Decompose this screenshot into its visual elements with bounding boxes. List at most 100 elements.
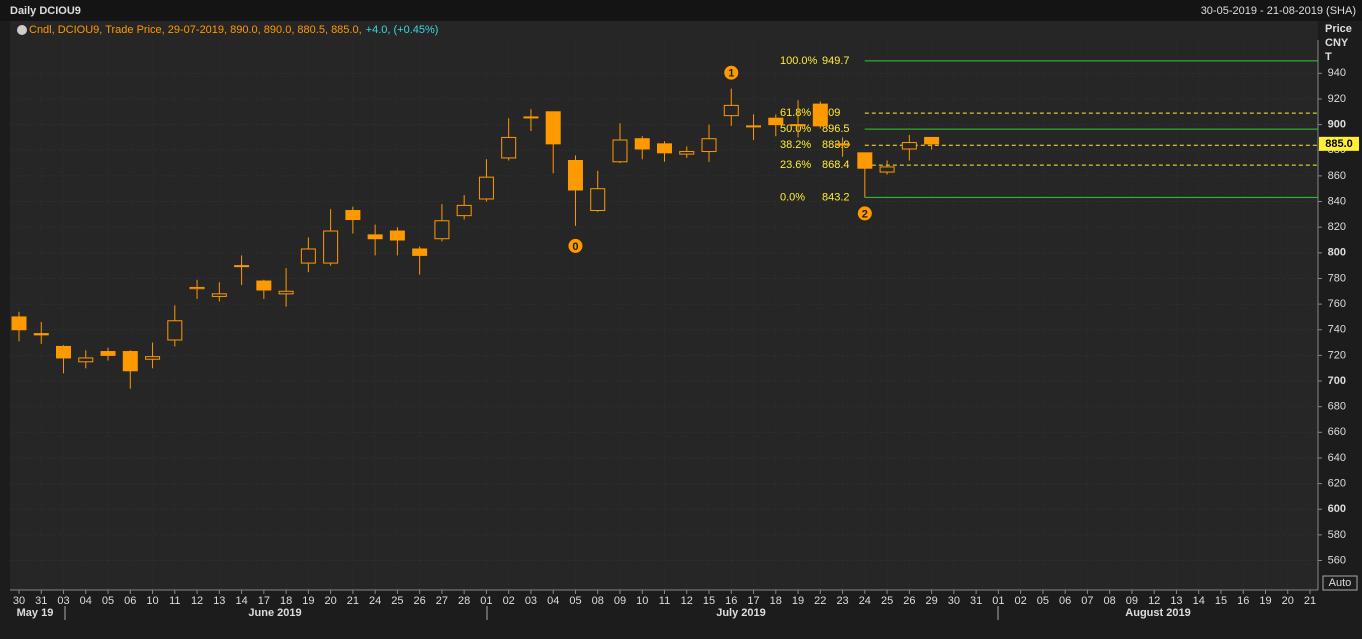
y-tick-label: 920 (1328, 93, 1346, 105)
candle-body (768, 117, 784, 126)
x-tick-label: 05 (569, 595, 581, 607)
x-tick-label: 24 (369, 595, 381, 607)
axis-title: T (1325, 51, 1332, 63)
candle-body (567, 160, 583, 191)
x-tick-label: 03 (57, 595, 69, 607)
month-label: July 2019 (716, 607, 766, 619)
x-tick-label: 30 (13, 595, 25, 607)
fib-value: 896.5 (822, 123, 850, 135)
legend-change: +4.0, (+0.45%) (366, 24, 439, 36)
candle-body (56, 345, 72, 359)
month-label: May 19 (17, 607, 54, 619)
x-tick-label: 13 (213, 595, 225, 607)
fib-ratio: 61.8% (780, 107, 811, 119)
x-tick-label: 24 (859, 595, 871, 607)
x-tick-label: 17 (747, 595, 759, 607)
candle-body (857, 152, 873, 169)
x-tick-label: 21 (347, 595, 359, 607)
x-tick-label: 16 (1237, 595, 1249, 607)
marker (724, 65, 739, 80)
candle-body (746, 125, 762, 128)
x-tick-label: 15 (703, 595, 715, 607)
y-tick-label: 820 (1328, 221, 1346, 233)
candle-body (323, 230, 339, 264)
y-tick-label: 700 (1328, 375, 1346, 387)
x-tick-label: 19 (792, 595, 804, 607)
x-tick-label: 07 (1081, 595, 1093, 607)
axis-title: CNY (1325, 37, 1349, 49)
auto-button-label[interactable]: Auto (1329, 577, 1352, 589)
x-tick-label: 03 (525, 595, 537, 607)
y-tick-label: 940 (1328, 67, 1346, 79)
x-tick-label: 26 (414, 595, 426, 607)
x-tick-label: 14 (235, 595, 247, 607)
candle-body (812, 103, 828, 127)
plot-area (10, 40, 1318, 590)
candle-body (901, 142, 917, 150)
x-tick-label: 31 (35, 595, 47, 607)
x-tick-label: 12 (681, 595, 693, 607)
marker-label: 0 (572, 241, 578, 253)
last-price-label: 885.0 (1325, 138, 1353, 150)
x-tick-label: 31 (970, 595, 982, 607)
candle-body (300, 248, 316, 264)
fib-value: 843.2 (822, 191, 850, 203)
candle-body (545, 111, 561, 145)
x-tick-label: 08 (592, 595, 604, 607)
candle-body (634, 138, 650, 150)
candle-body (412, 248, 428, 256)
x-tick-label: 20 (324, 595, 336, 607)
x-tick-label: 28 (458, 595, 470, 607)
axis-title: Price (1325, 23, 1352, 35)
candle-body (189, 286, 205, 290)
x-tick-label: 10 (146, 595, 158, 607)
x-tick-label: 02 (503, 595, 515, 607)
candle-body (122, 351, 138, 372)
x-tick-label: 01 (992, 595, 1004, 607)
x-tick-label: 09 (1126, 595, 1138, 607)
candle-body (256, 280, 272, 291)
y-tick-label: 740 (1328, 324, 1346, 336)
x-tick-label: 27 (436, 595, 448, 607)
candle-body (679, 151, 695, 155)
month-label: August 2019 (1125, 607, 1190, 619)
x-tick-label: 30 (948, 595, 960, 607)
fib-ratio: 23.6% (780, 159, 811, 171)
x-tick-label: 26 (903, 595, 915, 607)
x-tick-label: 18 (280, 595, 292, 607)
x-tick-label: 09 (614, 595, 626, 607)
x-tick-label: 05 (1037, 595, 1049, 607)
candle-body (879, 166, 895, 173)
legend-text: Cndl, DCIOU9, Trade Price, 29-07-2019, 8… (29, 24, 362, 36)
last-price-tag (1319, 136, 1359, 151)
fib-value: 868.4 (822, 159, 850, 171)
candle-body (701, 138, 717, 153)
candle-body (145, 356, 161, 360)
x-tick-label: 22 (814, 595, 826, 607)
candle-body (835, 143, 851, 146)
fib-value: 949.7 (822, 55, 850, 67)
y-tick-label: 800 (1328, 247, 1346, 259)
candle-body (790, 124, 806, 127)
x-tick-label: 04 (80, 595, 92, 607)
x-tick-label: 23 (836, 595, 848, 607)
candle-body (434, 220, 450, 240)
candle-body (100, 351, 116, 356)
candle-body (367, 234, 383, 240)
x-tick-label: 01 (480, 595, 492, 607)
auto-button[interactable] (1322, 575, 1358, 591)
candle-body (456, 204, 472, 217)
y-tick-label: 620 (1328, 477, 1346, 489)
x-tick-label: 29 (925, 595, 937, 607)
legend-icon (17, 25, 27, 35)
x-tick-label: 15 (1215, 595, 1227, 607)
candle-body (345, 210, 361, 220)
y-tick-label: 680 (1328, 401, 1346, 413)
x-tick-label: 11 (169, 595, 180, 607)
candle-body (167, 320, 183, 341)
x-tick-label: 18 (770, 595, 782, 607)
x-tick-label: 11 (659, 595, 670, 607)
candle-body (11, 316, 27, 331)
y-tick-label: 600 (1328, 503, 1346, 515)
x-tick-label: 19 (1259, 595, 1271, 607)
